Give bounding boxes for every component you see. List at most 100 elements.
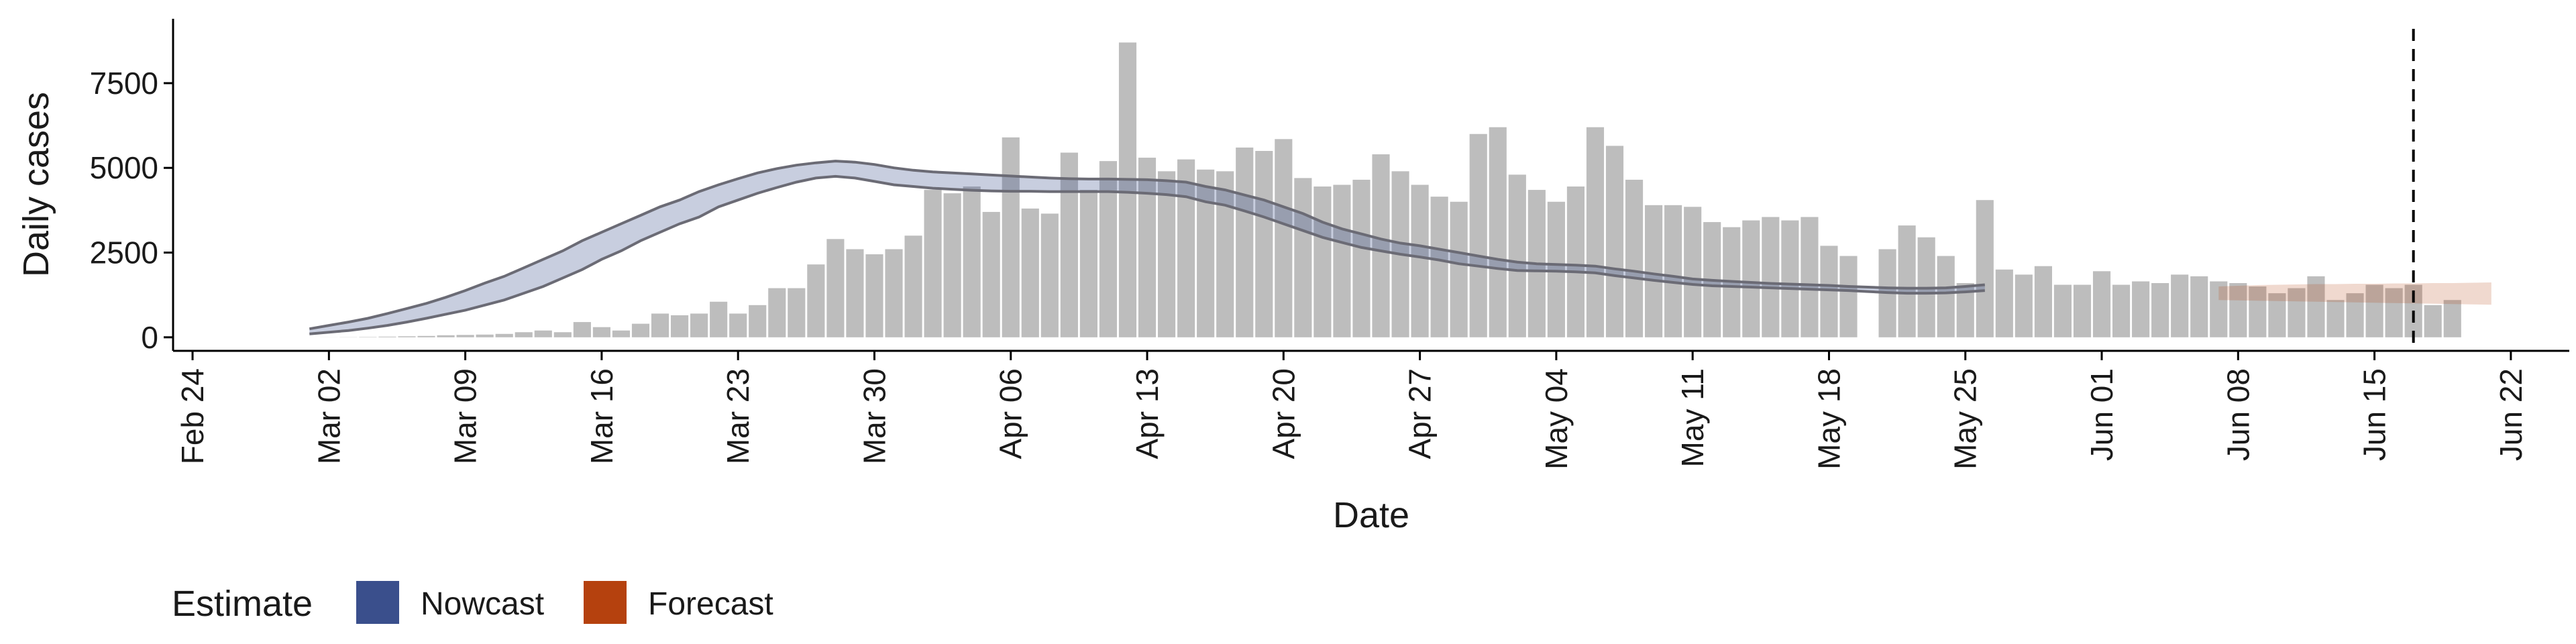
bar — [749, 305, 767, 337]
bar — [1547, 201, 1565, 337]
bar — [2171, 274, 2189, 337]
forecast-band — [2218, 282, 2491, 305]
bar — [1138, 158, 1157, 337]
bar — [670, 315, 689, 337]
bar — [1645, 205, 1663, 337]
bar — [943, 193, 961, 337]
bar — [1605, 146, 1624, 337]
bar — [456, 335, 474, 337]
bar — [1625, 179, 1644, 337]
bar — [1411, 184, 1429, 337]
bar — [437, 335, 455, 337]
bar — [1489, 127, 1507, 337]
bar — [2034, 266, 2052, 337]
bar — [1079, 190, 1097, 337]
bar — [2112, 284, 2131, 337]
bar — [1021, 208, 1039, 337]
legend-swatch-nowcast — [356, 581, 399, 624]
bar — [2326, 300, 2345, 337]
bar — [2365, 284, 2383, 337]
bar — [2073, 284, 2092, 337]
bar — [1469, 133, 1487, 337]
bar — [515, 332, 533, 337]
x-tick-label: Feb 24 — [175, 368, 210, 464]
x-tick-label: Mar 30 — [857, 368, 892, 464]
bar — [846, 249, 864, 337]
bar — [2288, 288, 2306, 337]
estimate-bands-layer — [309, 160, 2491, 335]
y-axis-title: Daily cases — [16, 92, 56, 277]
bar — [1430, 197, 1448, 337]
bar — [553, 332, 572, 337]
bar — [2190, 276, 2208, 337]
bar — [1158, 171, 1176, 337]
x-tick-label: Mar 16 — [584, 368, 619, 464]
x-tick-label: Apr 27 — [1403, 368, 1438, 460]
bar — [1372, 154, 1390, 337]
bar — [2053, 284, 2072, 337]
bar — [1762, 217, 1780, 337]
bar — [398, 336, 416, 337]
bar — [2424, 305, 2442, 337]
legend-label-nowcast: Nowcast — [421, 586, 544, 622]
bar — [631, 323, 650, 337]
bar — [1450, 201, 1468, 337]
legend-swatch-forecast — [584, 581, 627, 624]
x-tick-label: May 11 — [1675, 368, 1710, 467]
bar — [1898, 225, 1916, 337]
bar — [1664, 205, 1682, 337]
bar — [1060, 152, 1078, 337]
bar — [1197, 169, 1215, 337]
x-tick-label: Apr 06 — [994, 368, 1028, 460]
bar — [1976, 200, 1994, 337]
bar — [1255, 150, 1273, 337]
bar — [982, 211, 1000, 337]
bar — [826, 239, 845, 337]
x-tick-label: Mar 02 — [311, 368, 346, 464]
bar — [2015, 274, 2033, 337]
bar — [1508, 174, 1526, 337]
bar — [1275, 139, 1293, 337]
bar — [1352, 179, 1371, 337]
bar — [1177, 159, 1195, 337]
x-tick-label: Apr 13 — [1130, 368, 1165, 460]
bar — [1586, 127, 1605, 337]
legend-title: Estimate — [172, 584, 313, 624]
bar — [612, 330, 631, 337]
bar — [2132, 281, 2150, 337]
bar — [1236, 147, 1254, 337]
bar — [2229, 282, 2247, 337]
y-ticks: 0 2500 5000 7500 — [90, 66, 173, 355]
bar — [1040, 213, 1059, 337]
bar — [788, 288, 806, 337]
x-tick-label: May 18 — [1811, 368, 1846, 470]
nowcast-lower-line — [309, 174, 1985, 335]
bar — [592, 327, 610, 337]
bar — [865, 254, 883, 337]
y-tick-label: 2500 — [90, 235, 158, 270]
bar — [417, 335, 435, 337]
nowcast-upper-line — [309, 160, 1985, 331]
bar — [963, 186, 981, 337]
x-tick-label: Jun 22 — [2493, 368, 2528, 461]
y-tick-label: 5000 — [90, 150, 158, 185]
x-tick-label: Mar 23 — [720, 368, 755, 464]
legend: Estimate Nowcast Forecast — [172, 581, 773, 624]
bar — [1294, 178, 1312, 337]
bar — [1781, 220, 1799, 337]
bar — [768, 288, 786, 337]
x-tick-label: Jun 01 — [2084, 368, 2119, 461]
x-tick-label: Jun 08 — [2220, 368, 2255, 461]
bar — [1742, 220, 1760, 337]
bar — [1937, 256, 1955, 337]
y-tick-label: 7500 — [90, 66, 158, 101]
bar — [904, 235, 922, 337]
bar — [729, 313, 747, 337]
bar — [476, 334, 494, 337]
bar — [1216, 171, 1234, 337]
bar — [1313, 186, 1332, 337]
y-tick-label: 0 — [141, 320, 158, 355]
bar — [2268, 293, 2286, 337]
x-tick-label: Apr 20 — [1266, 368, 1301, 460]
bar — [1684, 207, 1702, 337]
